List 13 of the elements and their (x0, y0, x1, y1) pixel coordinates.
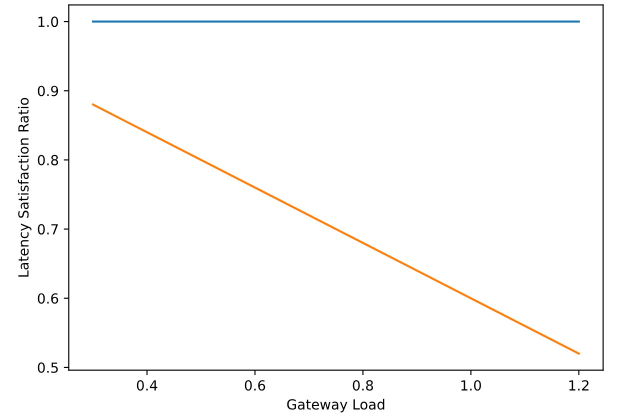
y-tick-label: 0.9 (38, 86, 58, 96)
y-tick-label: 0.8 (38, 154, 58, 166)
x-tick-label: 1.2 (569, 380, 588, 390)
y-axis-title: Latency Satisfaction Ratio (18, 98, 32, 277)
y-tick-label: 0.6 (38, 293, 58, 304)
x-tick-label: 0.4 (136, 380, 158, 391)
x-axis-title: Gateway Load (287, 398, 384, 412)
y-tick-label: 1.0 (38, 16, 58, 28)
y-tick-label: 0.5 (38, 362, 58, 373)
x-tick-label: 1.0 (461, 380, 482, 391)
x-tick-label: 0.6 (244, 380, 266, 391)
y-tick-label: 0.7 (38, 224, 58, 235)
x-tick-label: 0.8 (352, 380, 374, 391)
